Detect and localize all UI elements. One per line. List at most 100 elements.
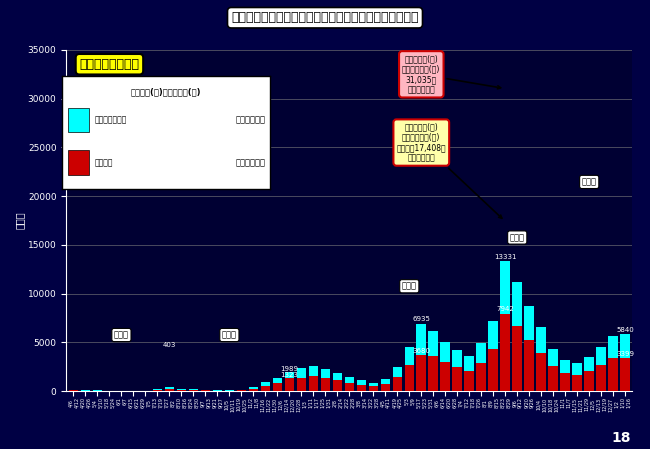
Bar xyxy=(225,390,234,391)
Bar xyxy=(333,380,342,391)
Bar xyxy=(296,368,306,391)
Text: ３，３９９人: ３，３９９人 xyxy=(235,158,266,167)
FancyBboxPatch shape xyxy=(68,150,89,175)
Bar xyxy=(93,390,102,391)
Text: 第２波: 第２波 xyxy=(222,330,237,339)
Bar xyxy=(417,355,426,391)
Bar xyxy=(237,390,246,391)
Bar xyxy=(620,358,630,391)
Text: 3399: 3399 xyxy=(616,351,634,357)
FancyBboxPatch shape xyxy=(68,108,89,132)
Bar xyxy=(188,390,198,391)
Bar xyxy=(549,349,558,391)
Bar xyxy=(356,385,366,391)
Text: 5840: 5840 xyxy=(616,327,634,333)
Bar xyxy=(285,372,294,391)
Bar xyxy=(285,378,294,391)
Bar xyxy=(380,384,390,391)
Bar xyxy=(309,366,318,391)
Bar xyxy=(452,367,462,391)
Text: 403: 403 xyxy=(162,342,176,348)
Bar xyxy=(476,363,486,391)
Bar xyxy=(536,353,546,391)
Text: １月３日(月)～１月９日(日): １月３日(月)～１月９日(日) xyxy=(131,88,201,97)
Bar xyxy=(608,358,618,391)
Bar xyxy=(488,349,498,391)
Bar xyxy=(320,378,330,391)
Bar xyxy=(573,363,582,391)
Bar xyxy=(620,334,630,391)
Bar xyxy=(164,389,174,391)
Bar xyxy=(393,377,402,391)
Text: 第５波: 第５波 xyxy=(582,177,597,186)
Bar xyxy=(512,326,522,391)
Bar xyxy=(188,389,198,391)
Bar xyxy=(549,366,558,391)
Text: 13331: 13331 xyxy=(494,254,517,260)
Bar xyxy=(380,379,390,391)
Bar xyxy=(560,373,570,391)
Bar xyxy=(428,331,438,391)
Bar xyxy=(320,369,330,391)
Bar xyxy=(404,347,414,391)
Bar xyxy=(356,380,366,391)
Bar xyxy=(417,324,426,391)
Bar xyxy=(153,389,162,391)
Bar xyxy=(344,377,354,391)
Bar xyxy=(597,365,606,391)
Bar xyxy=(465,370,474,391)
Bar xyxy=(500,261,510,391)
Bar xyxy=(369,383,378,391)
Bar xyxy=(69,390,78,391)
Bar xyxy=(177,388,186,391)
Bar xyxy=(393,367,402,391)
Text: ：２府４県合計: ：２府４県合計 xyxy=(95,115,127,125)
Bar xyxy=(500,314,510,391)
Bar xyxy=(525,306,534,391)
Bar xyxy=(608,336,618,391)
Text: 3680: 3680 xyxy=(412,348,430,354)
Bar xyxy=(201,390,210,391)
Bar xyxy=(164,387,174,391)
Bar xyxy=(525,340,534,391)
Bar xyxy=(573,374,582,391)
Bar xyxy=(296,378,306,391)
Bar xyxy=(536,327,546,391)
Text: 7942: 7942 xyxy=(497,306,514,312)
Bar xyxy=(272,383,282,391)
Bar xyxy=(177,390,186,391)
Bar xyxy=(404,365,414,391)
Text: 第１波からの状況: 第１波からの状況 xyxy=(79,58,140,71)
Text: 18: 18 xyxy=(611,431,630,445)
Text: 関西２府４県における新規感染者数の推移　（週単位）: 関西２府４県における新規感染者数の推移 （週単位） xyxy=(231,11,419,24)
Text: 6935: 6935 xyxy=(412,316,430,322)
Bar xyxy=(488,321,498,391)
Bar xyxy=(81,390,90,391)
Bar xyxy=(441,342,450,391)
Bar xyxy=(452,350,462,391)
Text: ：大阪府: ：大阪府 xyxy=(95,158,114,167)
Bar xyxy=(201,390,210,391)
Text: 第３波: 第３波 xyxy=(402,282,417,291)
Bar xyxy=(248,389,258,391)
Y-axis label: （人）: （人） xyxy=(15,212,25,229)
Bar xyxy=(369,386,378,391)
Bar xyxy=(560,360,570,391)
Text: 1989: 1989 xyxy=(280,365,298,372)
Text: 第４波: 第４波 xyxy=(510,233,525,242)
Bar xyxy=(153,390,162,391)
Bar xyxy=(333,373,342,391)
Bar xyxy=(584,371,594,391)
Bar xyxy=(309,376,318,391)
Bar xyxy=(261,383,270,391)
Text: ８月２３日(月)
～８月２９日(日)
大阪府：17,408人
（過去最多）: ８月２３日(月) ～８月２９日(日) 大阪府：17,408人 （過去最多） xyxy=(396,123,502,218)
Bar xyxy=(248,387,258,391)
Bar xyxy=(465,357,474,391)
Bar xyxy=(213,390,222,391)
Bar xyxy=(272,378,282,391)
Bar xyxy=(476,343,486,391)
Bar xyxy=(584,357,594,391)
Bar xyxy=(441,362,450,391)
Bar xyxy=(261,386,270,391)
Bar xyxy=(512,282,522,391)
